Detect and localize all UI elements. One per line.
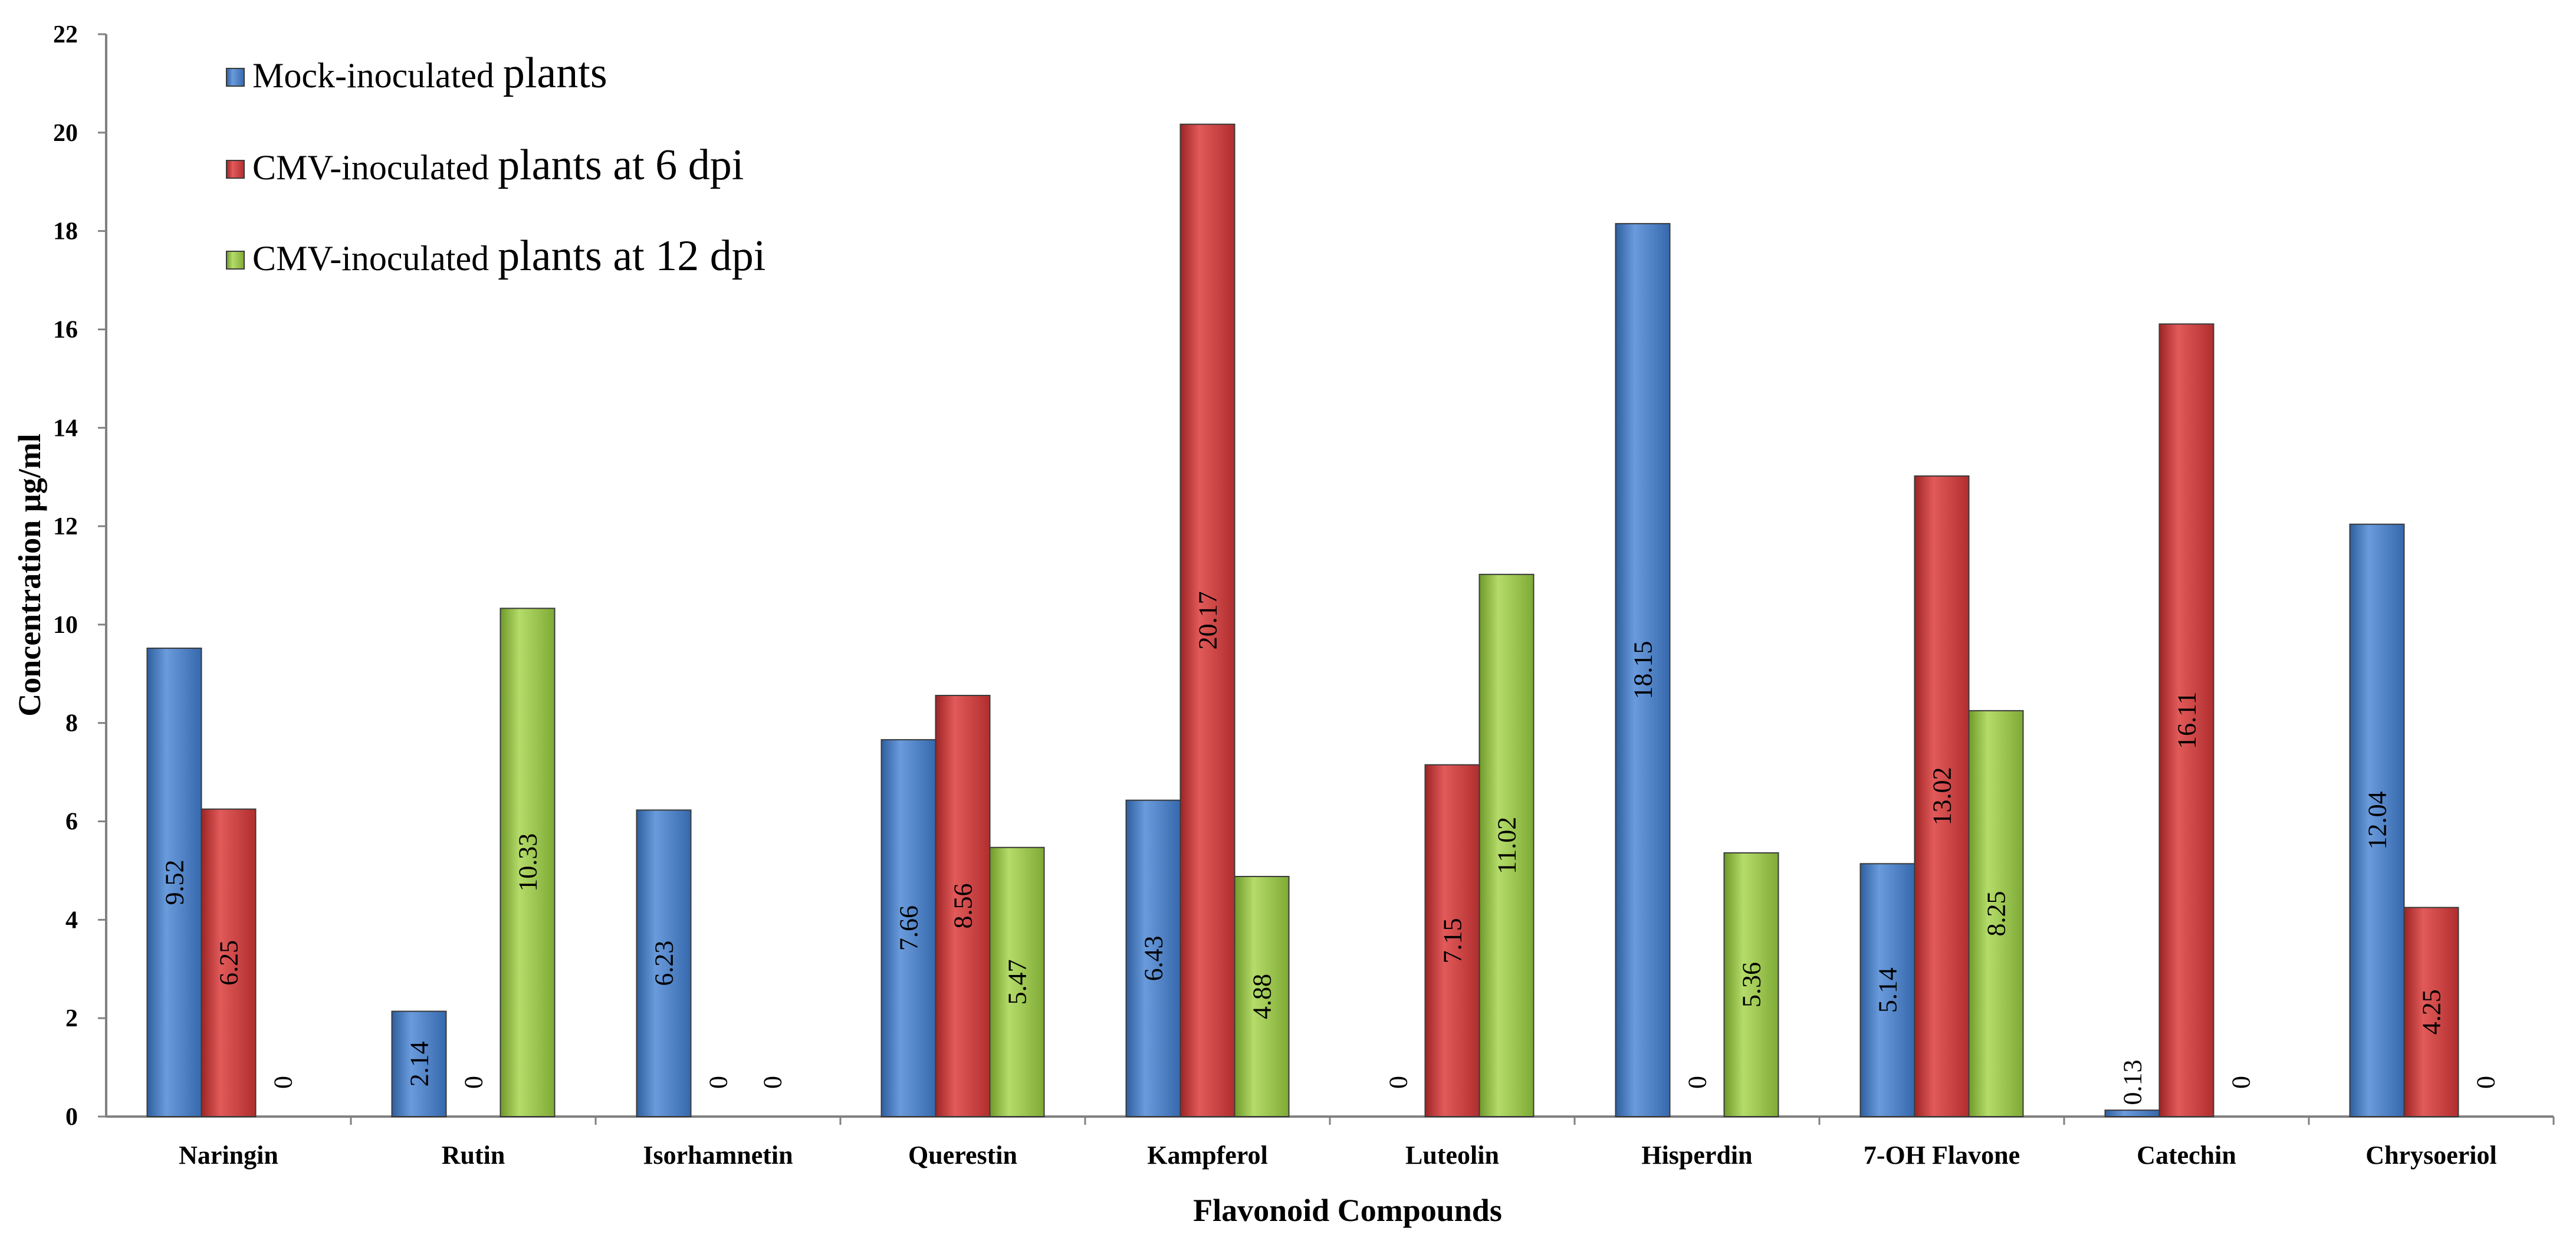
bar-1-4 (1179, 123, 1236, 1117)
data-label-1-3: 8.56 (949, 884, 978, 929)
bar-1-9 (2403, 907, 2459, 1117)
x-category-label: Catechin (2137, 1141, 2236, 1170)
y-tick-label: 10 (53, 612, 78, 639)
x-category-label: Luteolin (1405, 1141, 1499, 1170)
x-category-label: Rutin (442, 1141, 505, 1170)
bar-1-0 (201, 808, 257, 1118)
bar-0-2 (636, 809, 692, 1117)
y-tick-label: 12 (53, 513, 78, 540)
x-category-label: Naringin (179, 1141, 278, 1170)
legend-swatch-2 (226, 251, 245, 270)
y-tick-label: 20 (53, 120, 78, 147)
bar-1-3 (935, 695, 991, 1117)
data-label-0-7: 5.14 (1874, 967, 1903, 1013)
data-label-1-8: 16.11 (2173, 691, 2202, 749)
legend-swatch-1 (226, 160, 245, 179)
data-label-2-3: 5.47 (1003, 959, 1032, 1004)
data-label-0-5: 0 (1384, 1076, 1413, 1089)
y-axis-title: Concentration µg/ml (12, 434, 47, 717)
bar-1-8 (2158, 323, 2214, 1117)
data-label-2-4: 4.88 (1248, 974, 1277, 1019)
bar-0-1 (391, 1010, 447, 1117)
legend-label-2: CMV-inoculated plants at 12 dpi (252, 232, 765, 280)
y-tick-label: 18 (53, 218, 78, 245)
data-label-0-0: 9.52 (160, 859, 189, 905)
data-label-0-2: 6.23 (650, 941, 679, 986)
data-label-1-6: 0 (1683, 1076, 1712, 1089)
x-category-label: Querestin (908, 1141, 1017, 1170)
data-label-1-5: 7.15 (1438, 918, 1467, 963)
bar-2-1 (500, 608, 556, 1117)
bar-0-7 (1859, 863, 1915, 1117)
data-label-1-0: 6.25 (215, 940, 244, 986)
bar-0-3 (880, 739, 937, 1117)
legend: Mock-inoculated plants CMV-inoculated pla… (226, 49, 765, 280)
bar-2-3 (989, 846, 1045, 1118)
x-category-label: Kampferol (1147, 1141, 1268, 1170)
bar-1-7 (1914, 475, 1970, 1117)
y-tick-label: 0 (65, 1104, 78, 1131)
data-label-2-0: 0 (269, 1076, 298, 1089)
bar-2-7 (1968, 710, 2024, 1117)
y-tick-label: 2 (65, 1005, 78, 1032)
bar-2-4 (1234, 875, 1290, 1117)
x-axis-categories: Naringin Rutin Isorhamnetin Querestin Kampfe… (179, 1117, 2555, 1170)
y-tick-label: 16 (53, 316, 78, 343)
x-category-label: Hisperdin (1641, 1141, 1752, 1170)
legend-swatch-0 (226, 68, 245, 87)
bar-0-9 (2349, 523, 2405, 1117)
y-tick-label: 4 (65, 907, 78, 934)
bar-2-5 (1478, 573, 1535, 1117)
data-label-0-6: 18.15 (1629, 641, 1658, 700)
x-axis-title: Flavonoid Compounds (1193, 1193, 1502, 1228)
data-label-1-1: 0 (459, 1076, 488, 1089)
data-label-2-9: 0 (2472, 1076, 2501, 1089)
y-tick-label: 8 (65, 710, 78, 737)
data-label-0-1: 2.14 (405, 1041, 434, 1086)
data-label-1-9: 4.25 (2417, 989, 2446, 1035)
y-tick-label: 22 (53, 21, 78, 48)
data-label-0-9: 12.04 (2363, 791, 2392, 849)
data-label-0-3: 7.66 (895, 905, 924, 951)
bar-0-8 (2104, 1109, 2160, 1118)
data-label-2-6: 5.36 (1737, 962, 1766, 1007)
bar-1-5 (1424, 764, 1480, 1117)
legend-label-0: Mock-inoculated plants (252, 49, 607, 97)
bar-0-4 (1125, 799, 1181, 1117)
y-axis-ticks: 0 2 4 6 8 10 12 14 16 18 20 22 (53, 21, 106, 1131)
data-label-2-7: 8.25 (1982, 891, 2011, 936)
y-tick-label: 6 (65, 809, 78, 836)
data-label-2-1: 10.33 (514, 833, 543, 892)
data-label-2-5: 11.02 (1493, 817, 1522, 874)
legend-label-1: CMV-inoculated plants at 6 dpi (252, 141, 744, 189)
data-labels-group: 9.52 6.25 0 2.14 0 10.33 6.23 0 0 7.66 8.56 5.47 6.4… (160, 591, 2501, 1105)
bar-2-6 (1723, 852, 1779, 1117)
data-label-1-7: 13.02 (1928, 767, 1957, 826)
x-category-label: 7-OH Flavone (1864, 1141, 2020, 1170)
bar-0-6 (1615, 223, 1671, 1117)
bars-group (146, 123, 2459, 1118)
data-label-1-2: 0 (704, 1076, 733, 1089)
y-tick-label: 14 (53, 415, 78, 442)
x-category-label: Chrysoeriol (2365, 1141, 2496, 1170)
data-label-0-8: 0.13 (2118, 1060, 2147, 1105)
data-label-2-8: 0 (2227, 1076, 2256, 1089)
x-category-label: Isorhamnetin (643, 1141, 793, 1170)
data-label-1-4: 20.17 (1194, 591, 1223, 649)
bar-0-0 (146, 647, 202, 1117)
data-label-0-4: 6.43 (1139, 935, 1168, 981)
data-label-2-2: 0 (758, 1076, 787, 1089)
